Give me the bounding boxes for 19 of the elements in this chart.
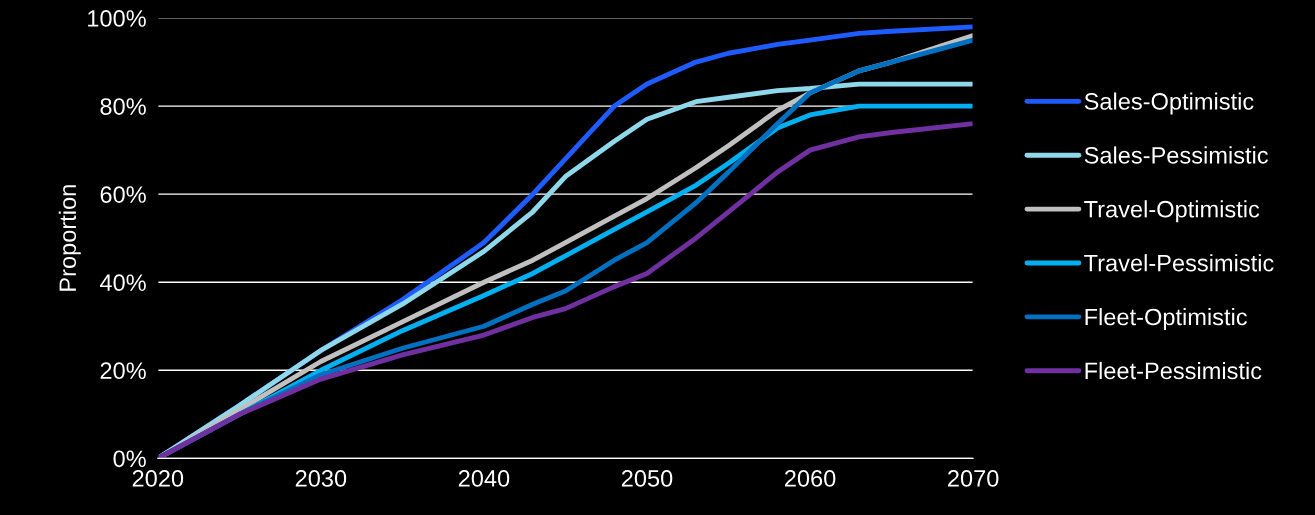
x-tick-label: 2040 [458, 470, 510, 487]
legend-label: Travel-Optimistic [1084, 200, 1260, 223]
y-tick-label: 60% [100, 186, 146, 203]
x-tick-label: 2020 [132, 470, 184, 487]
legend-label: Sales-Optimistic [1084, 92, 1254, 115]
y-tick-label: 40% [99, 274, 146, 292]
x-tick-label: 2050 [621, 470, 673, 487]
y-axis-title: Proportion [58, 185, 81, 291]
legend-label: Sales-Pessimistic [1084, 146, 1268, 164]
y-tick-label: 0% [113, 450, 146, 468]
legend-label: Fleet-Pessimistic [1085, 361, 1262, 380]
legend-label: Travel-Pessimistic [1084, 254, 1274, 272]
y-tick-label: 80% [100, 98, 146, 115]
y-tick-label: 20% [100, 362, 146, 380]
x-tick-label: 2060 [784, 470, 836, 487]
legend-label: Fleet-Optimistic [1085, 308, 1247, 331]
x-tick-label: 2030 [295, 470, 347, 487]
y-tick-label: 100% [88, 10, 146, 27]
x-tick-label: 2070 [948, 470, 999, 487]
